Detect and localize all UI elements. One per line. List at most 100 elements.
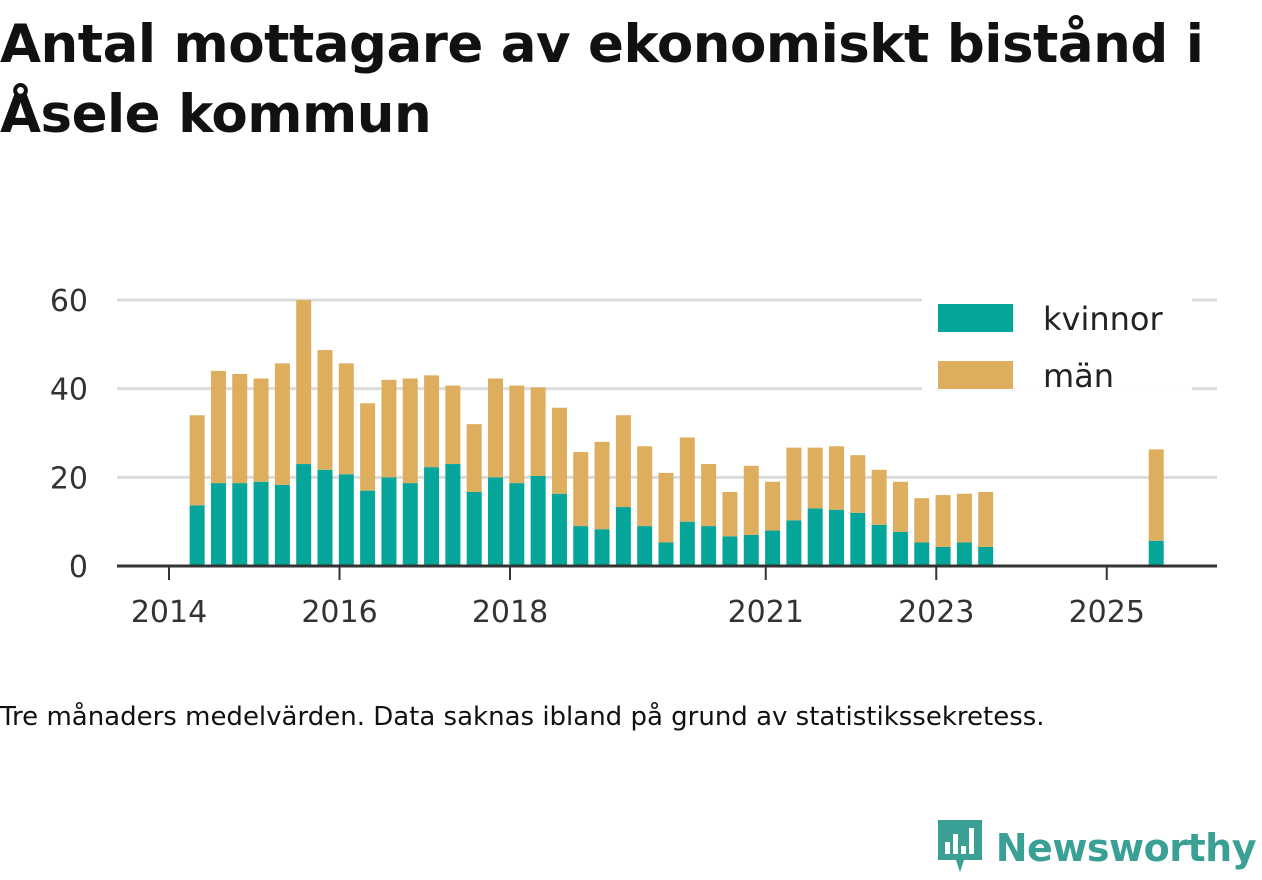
bar-kvinnor <box>914 542 930 566</box>
bar-kvinnor <box>850 512 866 566</box>
bar-kvinnor <box>637 526 653 566</box>
bar-kvinnor <box>892 531 908 566</box>
bar-kvinnor <box>253 481 269 566</box>
bars <box>189 300 1164 566</box>
bar-kvinnor <box>317 469 333 566</box>
bar-kvinnor <box>424 467 440 566</box>
bar-man <box>274 363 290 485</box>
bar-kvinnor <box>658 542 674 566</box>
legend-swatch-man <box>938 361 1013 389</box>
bar-man <box>807 447 823 509</box>
x-tick-label: 2021 <box>728 595 804 630</box>
bar-man <box>594 441 610 530</box>
bar-man <box>850 455 866 513</box>
bar-kvinnor <box>1148 540 1164 566</box>
bar-kvinnor <box>189 505 205 566</box>
bar-kvinnor <box>786 520 802 566</box>
bar-kvinnor <box>274 484 290 566</box>
y-axis-ticks: 0 20 40 60 <box>50 284 88 585</box>
bar-kvinnor <box>488 477 504 566</box>
x-tick-label: 2025 <box>1069 595 1145 630</box>
y-tick-label: 0 <box>69 550 88 585</box>
bar-kvinnor <box>466 491 482 566</box>
x-tick-label: 2018 <box>472 595 548 630</box>
newsworthy-logo-icon <box>934 816 986 880</box>
bar-man <box>551 407 567 494</box>
bar-man <box>189 415 205 506</box>
bar-man <box>743 465 759 535</box>
bar-man <box>338 363 354 475</box>
bar-kvinnor <box>956 542 972 566</box>
bar-man <box>765 481 781 531</box>
bar-man <box>466 424 482 492</box>
bar-kvinnor <box>871 524 887 566</box>
bar-kvinnor <box>573 526 589 566</box>
bar-kvinnor <box>210 483 226 566</box>
bar-kvinnor <box>829 509 845 566</box>
bar-man <box>871 469 887 525</box>
bar-kvinnor <box>551 493 567 566</box>
bar-man <box>488 378 504 478</box>
bar-man <box>232 374 248 484</box>
x-tick-label: 2016 <box>301 595 377 630</box>
legend-label-kvinnor: kvinnor <box>1043 300 1164 338</box>
bar-man <box>253 378 269 482</box>
bar-man <box>892 481 908 532</box>
x-tick-label: 2014 <box>131 595 207 630</box>
footnote: Tre månaders medelvärden. Data saknas ib… <box>0 702 1045 732</box>
bar-man <box>722 491 738 537</box>
bar-man <box>296 300 312 465</box>
bar-man <box>381 379 397 478</box>
bar-kvinnor <box>360 490 376 566</box>
bar-kvinnor <box>530 476 546 566</box>
bar-man <box>679 437 695 522</box>
bar-kvinnor <box>381 477 397 566</box>
bar-kvinnor <box>722 536 738 566</box>
bar-man <box>424 375 440 468</box>
bar-man <box>786 447 802 521</box>
y-tick-label: 60 <box>50 284 88 319</box>
legend-swatch-kvinnor <box>938 304 1013 332</box>
bar-kvinnor <box>509 483 525 566</box>
y-tick-label: 40 <box>50 373 88 408</box>
bar-man <box>658 472 674 543</box>
bar-man <box>573 452 589 527</box>
bar-kvinnor <box>338 474 354 566</box>
bar-man <box>829 446 845 510</box>
bar-kvinnor <box>232 483 248 566</box>
bar-kvinnor <box>978 546 994 566</box>
bar-man <box>210 370 226 484</box>
x-axis-ticks: 2014 2016 2018 2021 2023 2025 <box>131 566 1145 630</box>
brand-logo[interactable]: Newsworthy <box>934 816 1257 880</box>
bar-man <box>637 446 653 527</box>
bar-man <box>956 493 972 543</box>
bar-kvinnor <box>743 534 759 566</box>
y-tick-label: 20 <box>50 461 88 496</box>
bar-kvinnor <box>765 530 781 566</box>
bar-kvinnor <box>679 521 695 566</box>
bar-man <box>1148 449 1164 541</box>
x-tick-label: 2023 <box>898 595 974 630</box>
bar-kvinnor <box>445 464 461 566</box>
bar-man <box>509 385 525 484</box>
bar-man <box>402 378 418 484</box>
chart-area: 0 20 40 60 2014 2016 2018 2021 2023 2025 kvinnor… <box>50 284 1217 630</box>
bar-man <box>360 403 376 491</box>
legend: kvinnor män <box>922 298 1192 395</box>
bar-kvinnor <box>807 508 823 566</box>
bar-kvinnor <box>615 507 631 566</box>
brand-name: Newsworthy <box>995 826 1257 870</box>
bar-kvinnor <box>594 529 610 566</box>
bar-man <box>914 498 930 543</box>
legend-label-man: män <box>1043 357 1114 395</box>
bar-man <box>935 495 951 547</box>
bar-man <box>445 385 461 465</box>
bar-man <box>317 350 333 470</box>
bar-kvinnor <box>701 526 717 566</box>
bar-man <box>530 387 546 477</box>
bar-kvinnor <box>296 464 312 566</box>
bar-man <box>978 491 994 547</box>
bar-man <box>615 415 631 508</box>
bar-kvinnor <box>935 546 951 566</box>
chart-title: Antal mottagare av ekonomiskt bistånd i … <box>0 14 1204 145</box>
